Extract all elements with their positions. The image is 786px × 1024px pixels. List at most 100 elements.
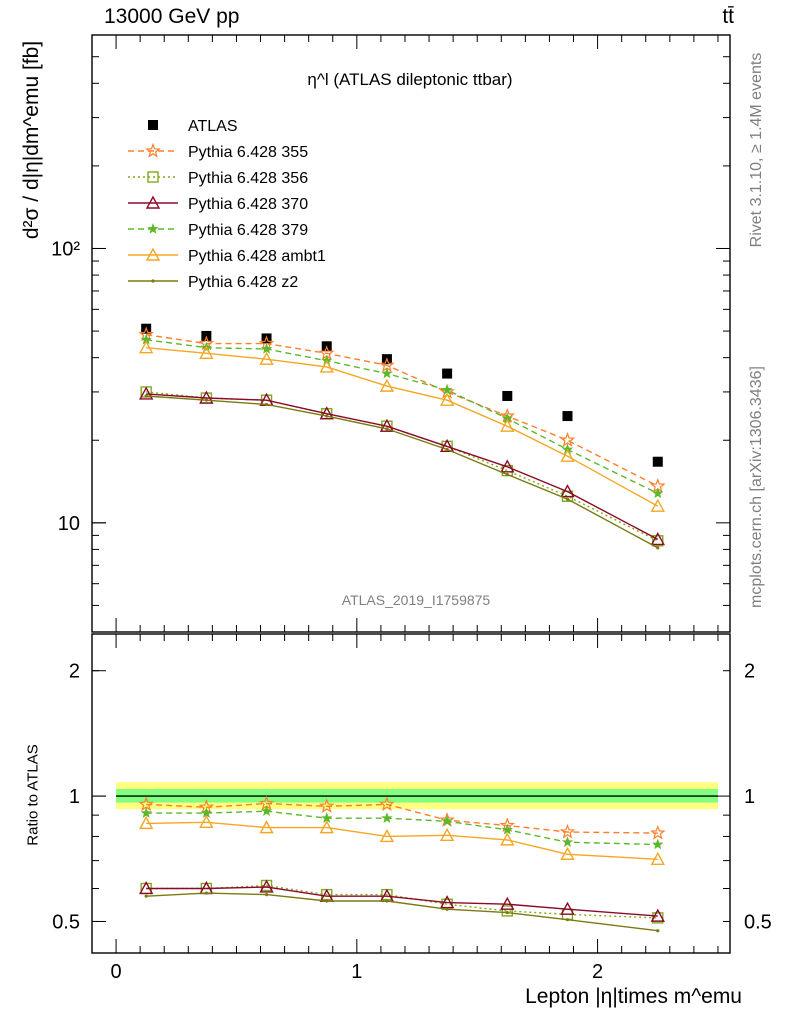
main-point-ambt1 (138, 340, 154, 354)
main-series-370 (138, 386, 665, 546)
analysis-watermark: ATLAS_2019_I1759875 (341, 592, 491, 608)
y-tick-label: 2 (69, 661, 80, 683)
ratio-point-379 (200, 807, 213, 818)
legend-item-ambt1: Pythia 6.428 ambt1 (128, 247, 326, 265)
main-point-ambt1 (379, 378, 395, 392)
main-point-370 (138, 386, 154, 400)
ratio-series-379 (140, 805, 664, 850)
ratio-point-379 (441, 815, 453, 827)
main-point-z2 (385, 427, 389, 431)
main-point-ambt1 (500, 418, 515, 432)
main-point-ambt1 (650, 498, 665, 512)
legend-label: Pythia 6.428 356 (188, 170, 308, 187)
ratio-point-ambt1 (319, 820, 334, 834)
ratio-point-355 (319, 798, 335, 814)
main-point-356 (652, 535, 664, 547)
ratio-line-355 (146, 802, 658, 834)
main-line-356 (146, 391, 659, 542)
ratio-line-370 (146, 886, 658, 917)
ratio-point-379 (260, 805, 273, 817)
main-point-z2 (505, 472, 509, 477)
legend-marker (145, 247, 161, 261)
x-axis-label: Lepton |η|times m^emu (525, 985, 742, 1008)
y-tick-label: 10² (51, 238, 80, 260)
ratio-series-370 (138, 879, 665, 922)
legend-marker (148, 120, 158, 130)
legend-label: Pythia 6.428 370 (188, 196, 308, 213)
legend-item-356: Pythia 6.428 356 (128, 170, 308, 187)
legend-marker (151, 279, 155, 283)
main-axes: 10 10² (51, 34, 731, 633)
ratio-line-z2 (146, 892, 658, 932)
main-y-axis-label: d²σ / d|η|dm^emu [fb] (20, 40, 43, 240)
ratio-series-ambt1 (138, 814, 665, 866)
mcplots-label: mcplots.cern.ch [arXiv:1306.3436] (748, 366, 765, 608)
legend-marker (145, 195, 161, 209)
main-point-370 (500, 459, 515, 473)
ratio-point-ambt1 (199, 814, 214, 829)
ratio-point-z2 (144, 894, 148, 898)
y-tick-label: 10 (58, 513, 80, 535)
main-point-379 (652, 487, 664, 499)
ratio-point-z2 (656, 929, 660, 933)
ratio-point-ambt1 (500, 832, 515, 846)
ratio-point-ambt1 (259, 820, 274, 834)
main-point-ambt1 (319, 359, 334, 373)
ratio-axes: 0.5 0.5 1 1 2 2 0 1 2 (52, 633, 772, 983)
ratio-point-z2 (325, 899, 329, 903)
main-point-ambt1 (439, 392, 455, 406)
y-tick-label: 0.5 (52, 911, 80, 933)
main-series-ATLAS (141, 323, 663, 467)
main-point-379 (260, 343, 273, 354)
ratio-point-355 (138, 796, 155, 812)
x-tick-label: 0 (111, 961, 122, 983)
y-tick-label-right: 0.5 (744, 911, 772, 933)
main-point-ATLAS (502, 390, 513, 401)
x-tick-label: 1 (351, 961, 362, 983)
ratio-point-379 (381, 812, 393, 824)
ratio-point-z2 (385, 899, 389, 903)
header-right-label: tt̄ (722, 5, 734, 28)
legend-item-370: Pythia 6.428 370 (128, 195, 308, 213)
x-tick-label: 2 (592, 961, 603, 983)
ratio-line-356 (146, 884, 658, 919)
ratio-axes-frame (91, 633, 731, 954)
legend-label: Pythia 6.428 ambt1 (188, 248, 326, 265)
ratio-point-356 (501, 905, 514, 917)
main-line-370 (146, 393, 659, 541)
legend-label: Pythia 6.428 355 (188, 144, 308, 161)
ratio-point-ambt1 (650, 851, 665, 866)
main-point-370 (319, 406, 334, 420)
ratio-point-370 (138, 881, 154, 895)
y-tick-label-right: 2 (744, 661, 755, 683)
main-series-ambt1 (138, 340, 665, 512)
main-point-z2 (204, 398, 208, 402)
ratio-series-356 (140, 879, 664, 924)
main-point-ATLAS (652, 456, 663, 467)
main-point-z2 (325, 414, 329, 418)
ratio-point-z2 (505, 911, 509, 915)
main-point-370 (560, 484, 575, 498)
main-point-z2 (144, 394, 148, 398)
main-point-379 (441, 384, 453, 395)
ratio-point-z2 (445, 907, 449, 911)
legend: ATLAS Pythia 6.428 355 Pythia 6.428 356 Pyt… (128, 118, 326, 291)
ratio-point-379 (501, 823, 513, 835)
ratio-point-370 (500, 896, 515, 910)
main-line-355 (146, 334, 659, 487)
ratio-series-z2 (144, 891, 660, 933)
legend-label: ATLAS (188, 118, 238, 135)
main-point-ambt1 (259, 351, 274, 365)
main-point-370 (379, 418, 395, 432)
ratio-series-355 (138, 795, 666, 840)
main-point-ambt1 (199, 345, 214, 359)
y-tick-label: 1 (69, 786, 80, 808)
main-point-370 (199, 390, 214, 404)
main-series-355 (138, 326, 666, 493)
main-line-ambt1 (146, 347, 659, 507)
main-point-355 (559, 431, 576, 447)
legend-item-ATLAS: ATLAS (148, 118, 238, 135)
main-plot-title: η^l (ATLAS dileptonic ttbar) (307, 70, 513, 89)
main-series-379 (140, 333, 664, 499)
ratio-point-379 (140, 807, 152, 818)
